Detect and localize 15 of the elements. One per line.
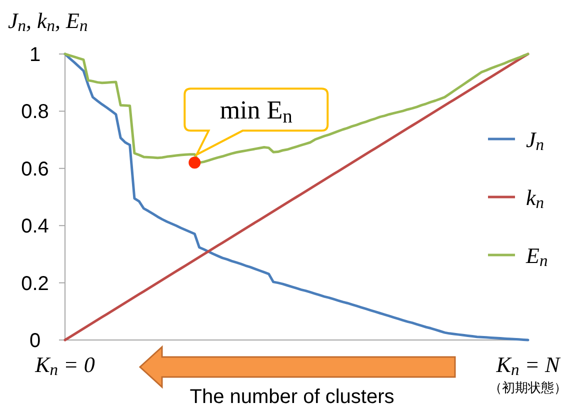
- y-axis-title: J$_{n}$, k$_{n}$, E$_{n}$: [8, 8, 88, 36]
- x-axis-title: The number of clusters: [190, 386, 394, 408]
- legend-label: J$_{n}$: [526, 127, 544, 154]
- text: （初期状態）: [489, 380, 567, 395]
- legend-label: k$_{n}$: [526, 185, 544, 212]
- y-tick-label: 1: [29, 44, 41, 66]
- y-tick-label: 0.4: [21, 216, 49, 238]
- x-tick-label: K$_{n}$ = N: [495, 352, 562, 380]
- y-tick-label: 0.6: [21, 158, 49, 180]
- annotation: min E$_{n}$: [220, 96, 293, 128]
- y-tick-label: 0.2: [21, 272, 49, 295]
- y-tick-label: 0.8: [21, 101, 49, 124]
- legend-label: E$_{n}$: [525, 243, 548, 270]
- x-tick-label: K$_{n}$ = 0: [34, 352, 95, 380]
- y-tick-label: 0: [29, 330, 41, 352]
